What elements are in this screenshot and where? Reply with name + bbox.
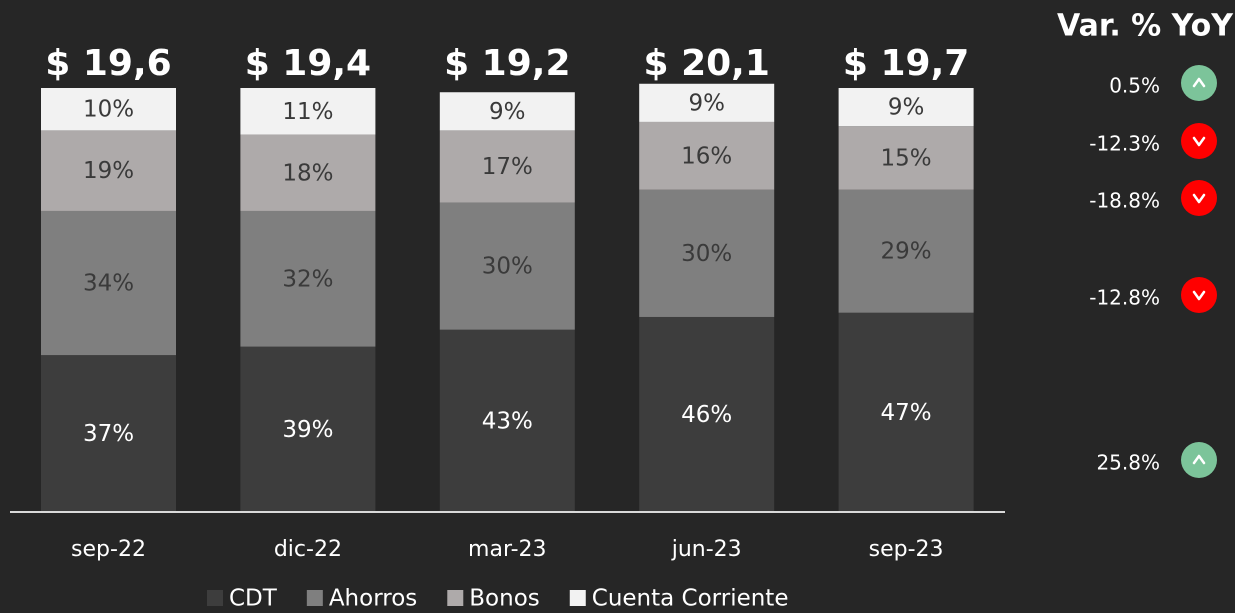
segment-label: 39% (282, 417, 333, 443)
segment-label: 9% (489, 99, 526, 125)
bar-segment (639, 121, 775, 190)
legend-label: Bonos (469, 586, 539, 612)
yoy-indicator (1181, 442, 1217, 478)
bar-segment (439, 92, 575, 131)
yoy-arrow (1192, 454, 1206, 465)
segment-label: 16% (681, 143, 732, 169)
bar-segment (639, 189, 775, 317)
legend-swatch (447, 590, 464, 606)
total-label: $ 19,6 (45, 43, 171, 84)
bar-segment (439, 130, 575, 203)
bar-segment (240, 88, 376, 135)
segment-label: 10% (83, 97, 134, 123)
yoy-arrow (1192, 193, 1206, 204)
total-label: $ 19,4 (245, 43, 371, 84)
yoy-arrow (1192, 136, 1206, 147)
segment-label: 43% (482, 408, 533, 434)
x-tick-label: jun-23 (671, 537, 742, 562)
yoy-arrow (1192, 77, 1206, 88)
x-tick-label: mar-23 (468, 537, 546, 562)
yoy-label: 25.8% (1096, 451, 1160, 475)
segment-label: 30% (482, 254, 533, 280)
legend-label: Ahorros (329, 586, 417, 612)
segment-label: 37% (83, 421, 134, 447)
bar-segment (41, 88, 176, 131)
segment-label: 46% (681, 402, 732, 428)
segment-label: 15% (881, 145, 932, 171)
bar-segment (41, 130, 176, 211)
yoy-label: 0.5% (1109, 74, 1160, 98)
x-tick-label: sep-22 (71, 537, 146, 562)
yoy-indicator (1181, 65, 1217, 101)
legend-swatch (569, 590, 586, 606)
yoy-title: Var. % YoY (1057, 9, 1234, 44)
bar-segment (639, 316, 775, 512)
x-tick-label: sep-23 (869, 537, 944, 562)
x-tick-label: dic-22 (274, 537, 342, 562)
segment-label: 34% (83, 271, 134, 297)
bar-segment (439, 329, 575, 512)
segment-label: 29% (881, 239, 932, 265)
bar-segment (838, 312, 974, 512)
yoy-label: -18.8% (1089, 189, 1160, 213)
yoy-indicator (1181, 123, 1217, 159)
yoy-indicator (1181, 180, 1217, 216)
total-label: $ 20,1 (643, 43, 769, 84)
bar-segment (838, 88, 974, 127)
legend-swatch (306, 590, 323, 606)
total-label: $ 19,7 (843, 43, 969, 84)
bar-segment (240, 346, 376, 512)
yoy-label: -12.3% (1089, 132, 1160, 156)
bar-segment (240, 210, 376, 347)
bar-segment (41, 355, 176, 512)
bar-segment (639, 83, 775, 122)
segment-label: 17% (482, 154, 533, 180)
segment-label: 30% (681, 241, 732, 267)
segment-label: 19% (83, 158, 134, 184)
segment-label: 47% (881, 400, 932, 426)
segment-label: 11% (282, 99, 333, 125)
segment-label: 9% (688, 90, 725, 116)
bar-segment (838, 126, 974, 190)
yoy-indicator (1181, 277, 1217, 313)
total-label: $ 19,2 (444, 43, 570, 84)
bar-segment (41, 210, 176, 356)
yoy-label: -12.8% (1089, 286, 1160, 310)
bar-segment (240, 134, 376, 211)
segment-label: 9% (888, 95, 925, 121)
segment-label: 18% (282, 160, 333, 186)
legend-swatch (207, 590, 223, 606)
yoy-arrow (1192, 290, 1206, 301)
bar-segment (439, 202, 575, 330)
segment-label: 32% (282, 266, 333, 292)
bar-segment (838, 189, 974, 313)
legend-label: Cuenta Corriente (592, 586, 789, 612)
legend-label: CDT (229, 586, 278, 612)
